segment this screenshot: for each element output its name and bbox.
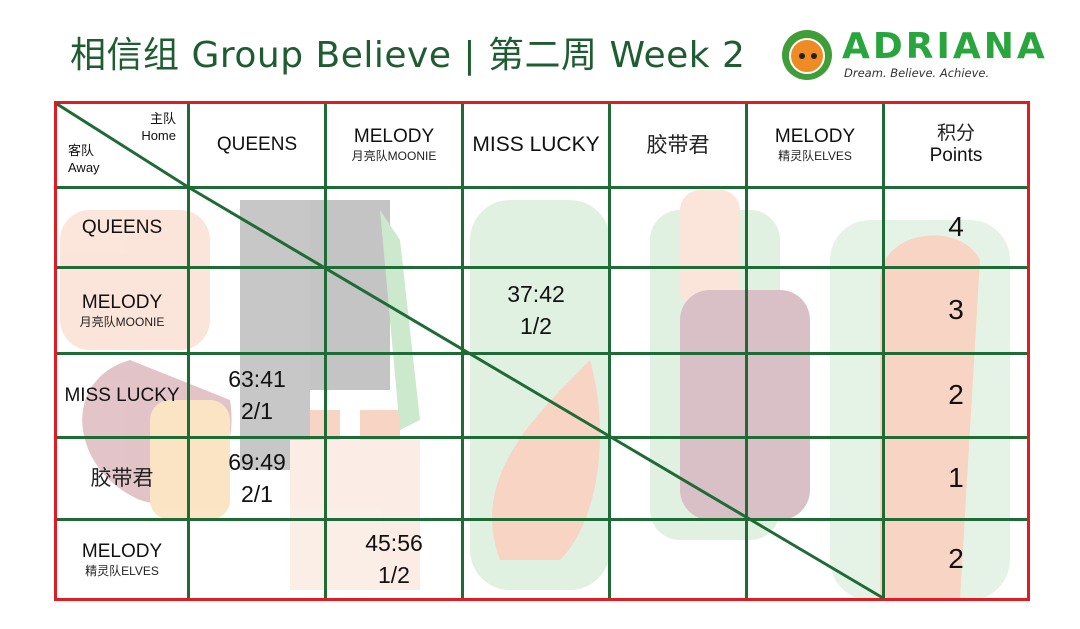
grid-line [57, 186, 1027, 189]
grid-line [187, 104, 190, 598]
grid-line [745, 104, 748, 598]
column-header-melody-elves: MELODY 精灵队ELVES [774, 126, 856, 164]
grid-line [882, 104, 885, 598]
title-zh: 相信组 [70, 35, 180, 76]
points-melody-moonie: 3 [948, 294, 964, 326]
page-title: 相信组 Group Believe | 第二周 Week 2 [70, 26, 745, 78]
logo-tagline: Dream. Believe. Achieve. [844, 66, 990, 80]
result-melody-moonie-vs-miss-lucky: 37:42 1/2 [507, 281, 565, 339]
results-table [54, 101, 1030, 601]
result-melody-elves-vs-melody-moonie: 45:56 1/2 [365, 530, 423, 588]
column-header-points: 积分 Points [929, 122, 983, 166]
grid-line [57, 518, 1027, 521]
result-miss-lucky-vs-queens: 63:41 2/1 [228, 366, 286, 424]
title-en: Group Believe [191, 35, 452, 76]
tiger-icon [782, 30, 832, 80]
column-header-queens: QUEENS [216, 134, 298, 156]
row-header-tape-team: 胶带君 [90, 466, 154, 491]
points-tape-team: 1 [948, 462, 964, 494]
grid-line [57, 436, 1027, 439]
points-queens: 4 [948, 211, 964, 243]
grid-line [57, 266, 1027, 269]
row-header-melody-elves: MELODY 精灵队ELVES [81, 540, 163, 578]
grid-line [57, 352, 1027, 355]
column-header-tape-team: 胶带君 [646, 132, 710, 157]
title-separator: | [463, 35, 477, 76]
grid-line [324, 104, 327, 598]
row-header-melody-moonie: MELODY 月亮队MOONIE [79, 291, 165, 329]
logo-wordmark: ADRIANA [842, 26, 1048, 67]
title-week-zh: 第二周 [488, 35, 598, 76]
row-header-queens: QUEENS [81, 216, 163, 238]
adriana-logo: ADRIANA Dream. Believe. Achieve. [782, 26, 1045, 82]
column-header-miss-lucky: MISS LUCKY [472, 132, 600, 156]
result-tape-team-vs-queens: 69:49 2/1 [228, 449, 286, 507]
title-week-en: Week 2 [609, 35, 746, 76]
points-melody-elves: 2 [948, 543, 964, 575]
corner-home-label: 主队 Home [141, 112, 176, 143]
grid-line [608, 104, 611, 598]
row-header-miss-lucky: MISS LUCKY [64, 384, 180, 406]
points-miss-lucky: 2 [948, 379, 964, 411]
column-header-melody-moonie: MELODY 月亮队MOONIE [351, 126, 437, 164]
corner-away-label: 客队 Away [68, 144, 100, 175]
